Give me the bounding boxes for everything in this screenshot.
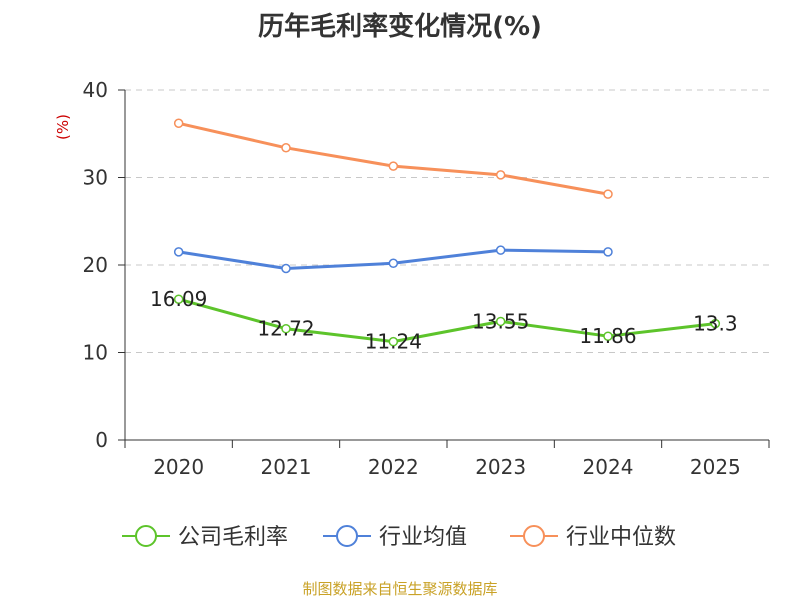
point-0-2023 <box>495 316 506 327</box>
y-axis-label: (%) <box>54 114 72 140</box>
point-2-2023 <box>495 170 506 180</box>
x-tick-label-2024: 2024 <box>583 455 634 479</box>
legend-marker-0 <box>135 525 157 547</box>
series-0 <box>173 294 721 347</box>
data-label-2022: 11.24 <box>365 330 422 354</box>
data-label-2024: 11.86 <box>579 324 636 348</box>
point-2-2020 <box>173 118 184 128</box>
point-2-2022 <box>388 161 399 171</box>
legend-marker-1 <box>336 525 358 547</box>
y-tick-label-10: 10 <box>83 341 108 365</box>
point-0-2025 <box>710 318 721 329</box>
point-1-2021 <box>281 263 291 274</box>
legend-label-0: 公司毛利率 <box>178 525 288 550</box>
data-label-2021: 12.72 <box>257 317 314 341</box>
point-0-2022 <box>388 336 399 347</box>
y-tick-label-20: 20 <box>83 253 108 277</box>
point-0-2020 <box>173 294 184 304</box>
series-layer <box>173 118 721 347</box>
point-1-2020 <box>173 247 184 257</box>
point-0-2024 <box>603 331 613 341</box>
point-1-2023 <box>495 245 506 255</box>
x-tick-label-2023: 2023 <box>475 455 526 479</box>
legend-label-2: 行业中位数 <box>566 525 676 550</box>
point-0-2021 <box>281 323 291 334</box>
source-note: 制图数据来自恒生聚源数据库 <box>302 580 498 598</box>
data-label-2025: 13.3 <box>693 312 738 336</box>
x-tick-label-2025: 2025 <box>690 455 741 479</box>
series-2 <box>173 118 613 199</box>
point-1-2022 <box>388 258 399 268</box>
data-labels: 16.09 12.72 11.24 13.55 11.86 13.3 <box>150 287 738 353</box>
legend: 公司毛利率 行业均值 行业中位数 <box>122 525 676 550</box>
point-1-2024 <box>603 247 613 257</box>
legend-item-0: 公司毛利率 <box>122 525 288 550</box>
axes: 0 10 20 30 40 2020 2021 2022 2023 2024 2025 <box>83 78 770 479</box>
point-2-2021 <box>281 143 291 153</box>
legend-item-1: 行业均值 <box>323 525 467 550</box>
point-2-2024 <box>603 189 613 199</box>
grid-lines <box>125 89 769 353</box>
data-label-2020: 16.09 <box>150 287 207 311</box>
chart-title: 历年毛利率变化情况(%) <box>258 12 542 42</box>
x-tick-label-2022: 2022 <box>368 455 419 479</box>
y-tick-label-40: 40 <box>83 78 108 102</box>
y-tick-label-30: 30 <box>83 166 108 190</box>
series-line-0 <box>178 297 716 344</box>
y-tick-label-0: 0 <box>95 428 108 452</box>
legend-marker-2 <box>523 525 545 547</box>
series-1 <box>173 245 613 274</box>
series-line-2 <box>178 121 609 196</box>
x-tick-label-2020: 2020 <box>153 455 204 479</box>
legend-label-1: 行业均值 <box>379 525 467 550</box>
data-label-2023: 13.55 <box>472 309 529 333</box>
x-tick-label-2021: 2021 <box>261 455 312 479</box>
legend-item-2: 行业中位数 <box>510 525 676 550</box>
